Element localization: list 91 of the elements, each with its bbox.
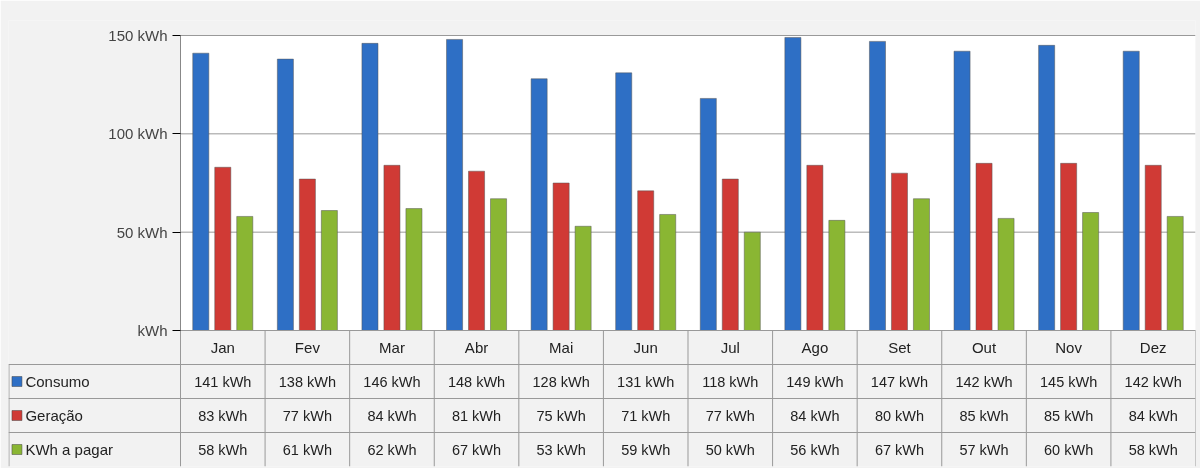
data-label: 80 kWh [874,407,925,424]
bar [1122,50,1140,331]
bar [784,37,802,331]
bar [574,226,592,331]
bar [468,170,485,331]
bar [700,98,717,331]
data-label: 67 kWh [451,441,502,458]
data-label: 84 kWh [790,407,840,424]
y-tick-label: 150 kWh [108,27,168,44]
data-label: 85 kWh [959,407,1009,424]
bar [1082,212,1099,331]
x-tick-label: Mai [549,339,574,356]
data-label: 75 kWh [536,407,586,424]
y-tick-label: 100 kWh [108,125,168,143]
data-label: 61 kWh [282,441,332,458]
data-label: 62 kWh [367,441,417,458]
x-tick-label: Ago [801,339,829,356]
x-tick-label: Set [888,339,912,356]
bar [405,208,423,331]
bar [659,214,676,331]
data-label: 53 kWh [536,441,586,458]
data-label: 81 kWh [451,407,502,424]
data-label: 128 kWh [532,373,590,390]
bar [1144,165,1162,331]
bar [637,190,654,331]
y-tick-label: 50 kWh [116,223,168,241]
bar [997,218,1015,331]
legend-label: Geração [25,407,83,424]
data-label: 58 kWh [198,441,248,458]
bar [446,39,463,331]
data-label: 50 kWh [705,441,755,458]
bar [744,231,761,331]
x-tick-label: Jun [633,339,658,356]
bar [552,182,570,331]
data-label: 77 kWh [282,407,332,424]
bar [530,78,548,331]
bar [615,72,632,331]
bar [321,210,338,331]
y-tick-label: kWh [137,322,168,339]
x-tick-label: Dez [1139,339,1167,356]
data-label: 142 kWh [1124,373,1182,390]
bar [383,165,401,331]
data-label: 141 kWh [194,373,252,390]
data-label: 142 kWh [955,373,1013,390]
x-tick-label: Fev [294,339,321,356]
data-label: 84 kWh [367,407,417,424]
data-label: 138 kWh [278,373,336,390]
data-label: 77 kWh [705,407,755,424]
bar [490,198,507,331]
bar [1166,216,1184,331]
bar [869,41,886,331]
data-label: 56 kWh [790,441,840,458]
data-label: 118 kWh [702,373,759,390]
bar [1038,45,1055,331]
x-tick-label: Out [971,339,997,356]
bar [913,198,930,331]
data-label: 84 kWh [1128,407,1178,424]
data-label: 146 kWh [363,373,421,390]
bar [277,58,294,331]
bar [975,163,993,331]
x-tick-label: Jan [210,339,235,356]
data-label: 147 kWh [870,373,929,390]
data-label: 67 kWh [874,441,925,458]
bar [806,165,824,331]
x-tick-label: Jul [720,339,740,356]
x-tick-label: Nov [1055,339,1083,356]
bar [722,178,739,331]
data-label: 148 kWh [447,373,506,390]
bar [299,178,316,331]
x-tick-label: Abr [464,339,489,356]
bar [1060,163,1077,331]
bar [953,50,971,331]
bar [236,216,254,331]
bar [192,52,210,331]
bar [891,172,908,331]
data-label: 59 kWh [621,441,671,458]
data-label: 60 kWh [1044,441,1094,458]
bar [214,167,232,331]
data-label: 83 kWh [198,407,248,424]
data-label: 131 kWh [617,373,675,390]
data-label: 149 kWh [786,373,844,390]
data-label: 58 kWh [1128,441,1178,458]
bar [361,43,379,331]
data-label: 71 kWh [621,407,671,424]
data-label: 85 kWh [1044,407,1094,424]
data-label: 57 kWh [959,441,1009,458]
legend-label: Consumo [25,373,90,390]
data-label: 145 kWh [1040,373,1098,390]
bar [828,220,846,331]
x-tick-label: Mar [379,339,405,356]
legend-label: KWh a pagar [25,441,113,458]
